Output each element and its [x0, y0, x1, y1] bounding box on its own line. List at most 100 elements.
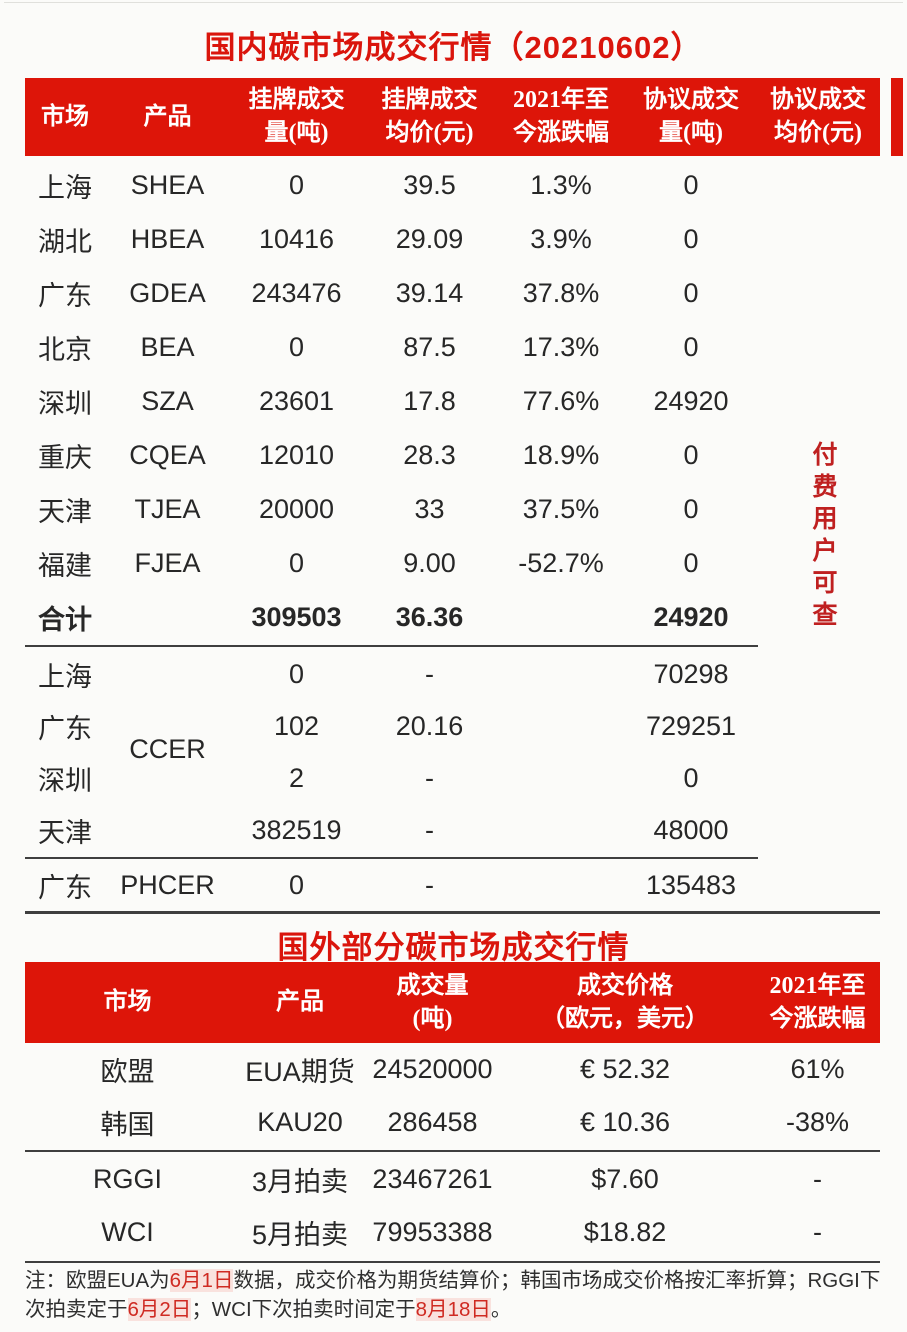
- cell: 70298: [653, 658, 729, 689]
- cell: 0: [288, 169, 305, 200]
- cell: 0: [683, 762, 699, 793]
- table-row: 湖北 HBEA 10416 29.09 3.9% 0: [25, 212, 880, 266]
- cell: 广东: [38, 713, 92, 744]
- cell: 309503: [251, 601, 342, 632]
- cell: 1.3%: [530, 169, 592, 200]
- foreign-table-title: 国外部分碳市场成交行情: [277, 930, 630, 965]
- cell: 0: [288, 658, 305, 689]
- cell: RGGI: [92, 1164, 162, 1194]
- cell: 61%: [790, 1054, 845, 1084]
- cell: -: [425, 869, 434, 900]
- cell: 29.09: [395, 223, 464, 254]
- column-header: 成交价格 （欧元，美元）: [541, 972, 709, 1032]
- cell: 天津: [38, 496, 92, 527]
- cell: TJEA: [134, 493, 201, 524]
- header-right-stripe: [891, 78, 903, 156]
- cell: 28.3: [403, 439, 456, 470]
- domestic-table: CCER 上海 SHEA 0 39.5 1.3% 0 湖北 HBEA 10416 29.09 3.9…: [25, 158, 880, 915]
- table-row: 福建 FJEA 0 9.00 -52.7% 0: [25, 536, 880, 590]
- cell: GDEA: [129, 277, 206, 308]
- table-row: 广东 GDEA 243476 39.14 37.8% 0: [25, 266, 880, 320]
- cell: -: [813, 1217, 822, 1247]
- cell: $7.60: [591, 1164, 659, 1194]
- paid-user-watermark: 付费用户可查: [809, 441, 836, 633]
- column-header: 成交量 (吨): [396, 972, 469, 1032]
- cell: HBEA: [130, 223, 205, 254]
- cell: 36.36: [395, 601, 464, 632]
- cell: 79953388: [372, 1217, 493, 1247]
- table-row: WCI 5月拍卖 79953388 $18.82 -: [25, 1206, 880, 1259]
- cell: BEA: [140, 331, 195, 362]
- divider-line: [25, 857, 758, 859]
- cell: 33: [414, 493, 445, 524]
- cell: -: [425, 658, 434, 689]
- footnote-text: 。: [490, 1298, 512, 1321]
- cell: 39.5: [403, 169, 456, 200]
- cell: KAU20: [257, 1107, 343, 1137]
- domestic-table-title: 国内碳市场成交行情（20210602）: [204, 30, 703, 65]
- cell: 18.9%: [522, 439, 600, 470]
- footnote-text: 注：欧盟EUA为: [25, 1269, 170, 1292]
- cell: 欧盟: [100, 1057, 155, 1087]
- table-row: 广东 102 20.16 729251: [25, 700, 880, 752]
- table-row: 深圳 2 - 0: [25, 752, 880, 804]
- table-row: 上海 SHEA 0 39.5 1.3% 0: [25, 158, 880, 212]
- cell: 0: [683, 331, 699, 362]
- cell: 39.14: [395, 277, 464, 308]
- cell: 0: [683, 169, 699, 200]
- cell: 24520000: [372, 1054, 493, 1084]
- cell: 上海: [38, 661, 92, 692]
- table-row: 天津 TJEA 20000 33 37.5% 0: [25, 482, 880, 536]
- divider-line: [25, 1150, 880, 1152]
- cell: 深圳: [38, 765, 92, 796]
- cell: -38%: [785, 1107, 850, 1137]
- cell: 上海: [38, 172, 92, 203]
- cell: 17.8: [403, 385, 456, 416]
- cell: 0: [683, 493, 699, 524]
- cell: CQEA: [129, 439, 206, 470]
- cell: 0: [288, 547, 305, 578]
- foreign-header-band: 市场 产品 成交量 (吨) 成交价格 （欧元，美元） 2021年至 今涨跌幅: [25, 962, 880, 1043]
- column-header: 市场: [41, 103, 89, 130]
- cell: 48000: [653, 814, 729, 845]
- column-header: 挂牌成交 均价(元): [381, 87, 478, 146]
- table-row: 韩国 KAU20 286458 € 10.36 -38%: [25, 1096, 880, 1149]
- cell: € 10.36: [579, 1107, 671, 1137]
- cell: -: [813, 1164, 822, 1194]
- cell: 3月拍卖: [251, 1167, 349, 1197]
- cell: 77.6%: [522, 385, 600, 416]
- cell: WCI: [101, 1217, 154, 1247]
- cell: $18.82: [583, 1217, 667, 1247]
- ccer-product-label: CCER: [129, 734, 206, 764]
- cell: 福建: [38, 550, 92, 581]
- cell: 286458: [387, 1107, 478, 1137]
- cell: 深圳: [38, 388, 92, 419]
- cell: 382519: [251, 814, 342, 845]
- column-header: 2021年至 今涨跌幅: [513, 87, 609, 146]
- cell: 2: [288, 762, 305, 793]
- footnote: 注：欧盟EUA为6月1日数据，成交价格为期货结算价；韩国市场成交价格按汇率折算；…: [25, 1266, 885, 1324]
- table-row: 深圳 SZA 23601 17.8 77.6% 24920: [25, 374, 880, 428]
- cell: € 52.32: [579, 1054, 671, 1084]
- cell: 24920: [653, 601, 729, 632]
- foreign-table: 欧盟 EUA期货 24520000 € 52.32 61% 韩国 KAU20 286458 € …: [25, 1043, 880, 1264]
- footnote-date-highlight: 6月2日: [127, 1298, 192, 1321]
- cell: -: [425, 814, 434, 845]
- cell: 广东: [38, 280, 92, 311]
- column-header: 协议成交 均价(元): [770, 87, 866, 146]
- page-top-edge: [4, 2, 903, 3]
- cell: 20.16: [395, 710, 464, 741]
- cell: SHEA: [130, 169, 205, 200]
- cell: 广东: [38, 872, 92, 903]
- table-row: 北京 BEA 0 87.5 17.3% 0: [25, 320, 880, 374]
- cell: 17.3%: [522, 331, 600, 362]
- cell: 韩国: [100, 1110, 155, 1140]
- cell: 天津: [38, 817, 92, 848]
- table-row: 重庆 CQEA 12010 28.3 18.9% 0: [25, 428, 880, 482]
- cell: 37.8%: [522, 277, 600, 308]
- cell: 0: [683, 223, 699, 254]
- divider-line: [25, 645, 758, 647]
- cell: PHCER: [120, 869, 215, 900]
- table-row: RGGI 3月拍卖 23467261 $7.60 -: [25, 1153, 880, 1206]
- cell: 87.5: [403, 331, 456, 362]
